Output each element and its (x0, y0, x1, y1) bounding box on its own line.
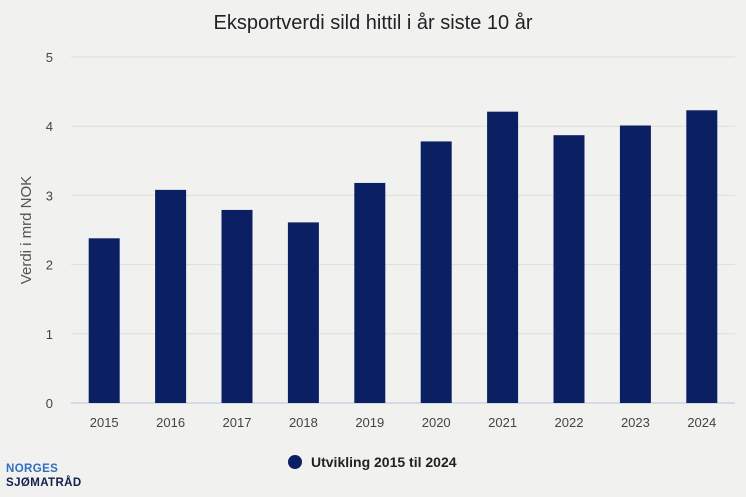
bar-2023[interactable] (619, 125, 651, 404)
y-tick-label: 2 (46, 258, 53, 273)
bar-2015[interactable] (88, 238, 120, 403)
x-tick-label: 2017 (223, 415, 252, 430)
x-tick-label: 2019 (355, 415, 384, 430)
bar-2024[interactable] (686, 110, 718, 403)
y-axis-label: Verdi i mrd NOK (18, 176, 35, 284)
x-tick-label: 2024 (687, 415, 716, 430)
x-tick-label: 2018 (289, 415, 318, 430)
chart-title: Eksportverdi sild hittil i år siste 10 å… (213, 12, 532, 34)
bar-2018[interactable] (287, 222, 319, 403)
bars (88, 110, 718, 404)
bar-2022[interactable] (553, 135, 585, 404)
y-axis-ticks: 0 1 2 3 4 5 (46, 50, 53, 411)
x-tick-label: 2023 (621, 415, 650, 430)
legend-marker (288, 455, 302, 469)
y-tick-label: 1 (46, 327, 53, 342)
x-tick-label: 2016 (156, 415, 185, 430)
x-tick-label: 2015 (90, 415, 119, 430)
bar-2020[interactable] (420, 141, 452, 403)
norges-sjomatrad-logo: NORGES SJØMATRÅD (6, 462, 82, 490)
legend-label: Utvikling 2015 til 2024 (311, 454, 457, 470)
bar-2017[interactable] (221, 209, 253, 403)
bar-2019[interactable] (354, 182, 386, 403)
x-tick-label: 2021 (488, 415, 517, 430)
x-tick-label: 2022 (555, 415, 584, 430)
logo-line-2: SJØMATRÅD (6, 477, 82, 489)
y-tick-label: 5 (46, 50, 53, 65)
x-axis-ticks: 2015 2016 2017 2018 2019 2020 2021 2022 2023 2024 (90, 415, 717, 430)
y-tick-label: 4 (46, 119, 53, 134)
bar-2016[interactable] (155, 189, 187, 403)
y-tick-label: 3 (46, 188, 53, 203)
x-tick-label: 2020 (422, 415, 451, 430)
bar-2021[interactable] (487, 111, 519, 403)
legend[interactable]: Utvikling 2015 til 2024 (288, 454, 457, 470)
logo-line-1: NORGES (6, 463, 59, 475)
y-tick-label: 0 (46, 396, 53, 411)
